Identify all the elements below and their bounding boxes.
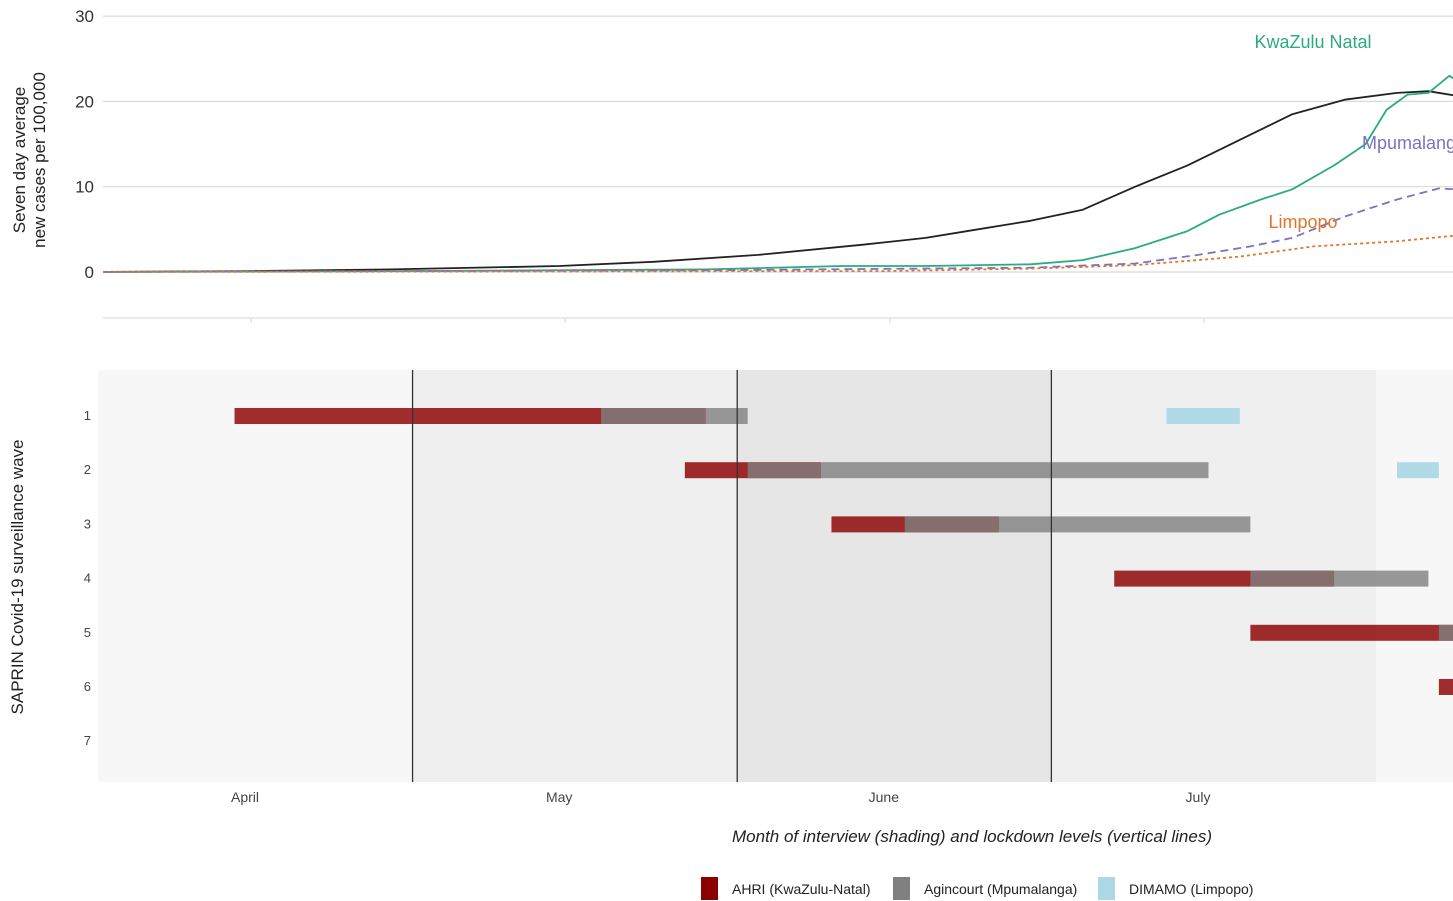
x-axis-title: Month of interview (shading) and lockdow… <box>732 827 1212 846</box>
mpumalanga-series-label: Mpumalanga <box>1362 133 1453 153</box>
national-series-line <box>103 90 1453 273</box>
month-shading-band <box>412 370 738 782</box>
wave-tick-label: 6 <box>84 679 91 694</box>
month-shading-band <box>98 370 413 782</box>
wave-tick-label: 2 <box>84 462 91 477</box>
y-axis-title-line: new cases per 100,000 <box>30 72 49 248</box>
mpumalanga-series-line <box>103 187 1453 273</box>
legend: AHRI (KwaZulu-Natal) Agincourt (Mpumalang… <box>701 877 1253 900</box>
legend-swatch <box>1098 877 1115 900</box>
ahri-wave-bar <box>1250 624 1453 641</box>
y-axis-title: Seven day averagenew cases per 100,000 <box>10 72 49 248</box>
kwazulu-natal-series-line <box>103 74 1453 273</box>
wave-tick-label: 1 <box>84 408 91 423</box>
legend-label: Agincourt (Mpumalanga) <box>924 881 1077 897</box>
agincourt-wave-bar <box>1250 570 1429 587</box>
agincourt-wave-bar <box>1438 624 1453 641</box>
kwazulu-natal-series-label: KwaZulu Natal <box>1254 32 1371 52</box>
month-tick-label: April <box>231 789 259 805</box>
y-tick-label: 10 <box>75 178 94 197</box>
legend-swatch <box>893 877 910 900</box>
month-tick-label: May <box>546 789 572 805</box>
cases-line-chart: 0 10 20 30 Seven day averagenew cases per 10… <box>10 7 1453 323</box>
month-tick-label: June <box>869 789 900 805</box>
ahri-wave-bar <box>234 408 706 424</box>
month-tick-label: July <box>1186 789 1211 805</box>
wave-tick-label: 3 <box>84 516 91 531</box>
legend-swatch <box>701 877 718 900</box>
ahri-wave-bar <box>1438 679 1453 695</box>
y-tick-label: 30 <box>75 7 94 26</box>
agincourt-wave-bar <box>904 516 1251 533</box>
agincourt-wave-bar <box>747 462 1209 479</box>
limpopo-series-line <box>103 234 1453 273</box>
wave-tick-label: 7 <box>84 733 91 748</box>
wave-tick-label: 4 <box>84 571 91 586</box>
dimamo-wave-bar <box>1166 408 1240 424</box>
y-tick-label: 0 <box>85 263 94 282</box>
surveillance-wave-chart: 1 2 3 4 5 6 7 April May June July Month of intervie… <box>8 370 1453 846</box>
y-tick-label: 20 <box>75 92 94 111</box>
agincourt-wave-bar <box>601 408 748 424</box>
legend-label: AHRI (KwaZulu-Natal) <box>732 881 870 897</box>
dimamo-wave-bar <box>1396 462 1439 479</box>
month-shading-band <box>737 370 1052 782</box>
legend-label: DIMAMO (Limpopo) <box>1129 881 1253 897</box>
wave-axis-title: SAPRIN Covid-19 surveillance wave <box>8 440 27 715</box>
limpopo-series-label: Limpopo <box>1268 212 1337 232</box>
wave-tick-label: 5 <box>84 625 91 640</box>
y-axis-title-line: Seven day average <box>10 87 29 234</box>
